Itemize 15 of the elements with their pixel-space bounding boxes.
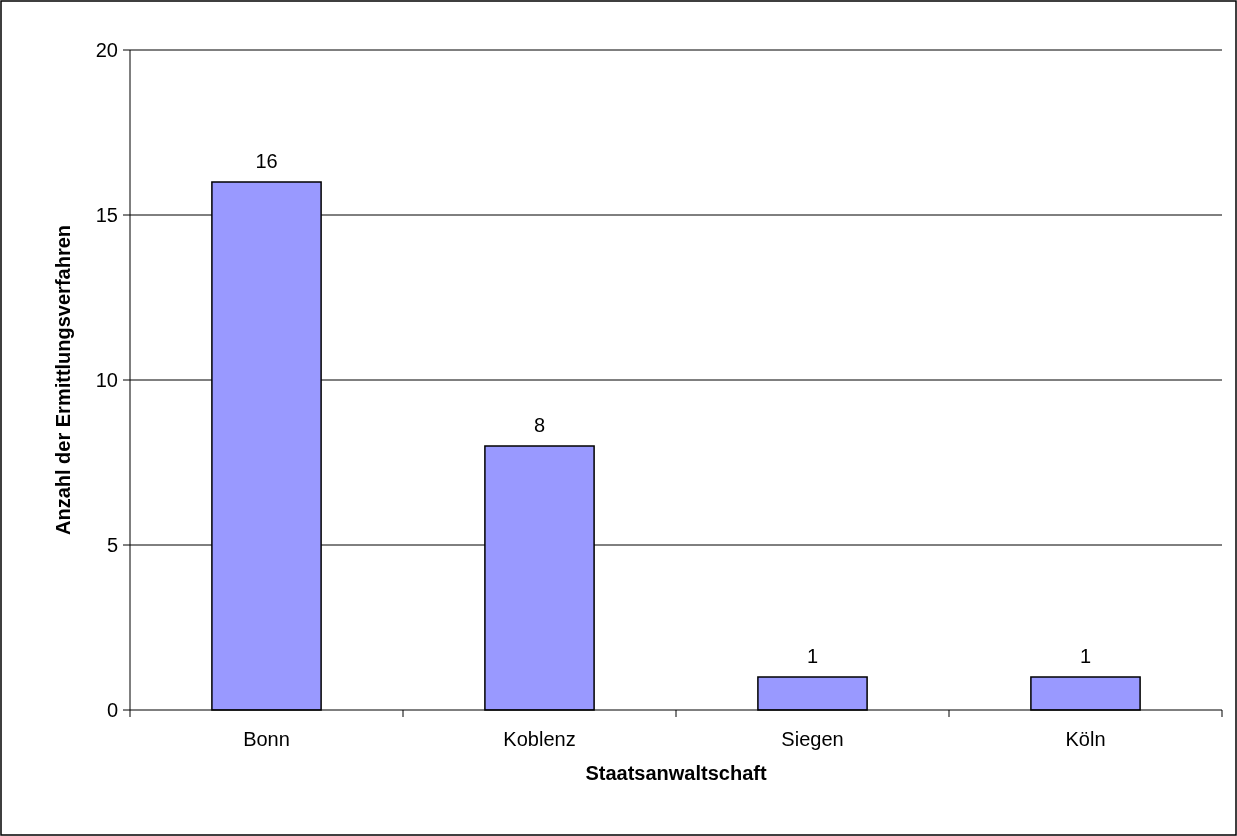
data-label: 1 (806, 645, 819, 667)
y-tick-label: 10 (95, 369, 118, 391)
y-tick-label: 0 (106, 699, 118, 721)
x-tick-label: Koblenz (503, 728, 576, 750)
x-axis-title: Staatsanwaltschaft (585, 762, 767, 784)
y-tick-label: 15 (95, 204, 118, 226)
x-tick-label: Bonn (243, 728, 290, 750)
data-label: 8 (533, 414, 546, 436)
x-tick-label: Siegen (781, 728, 844, 750)
y-axis-title: Anzahl der Ermittlungsverfahren (52, 224, 74, 536)
y-tick-label: 20 (95, 39, 118, 61)
y-tick-label: 5 (106, 534, 118, 556)
data-label: 16 (255, 150, 278, 172)
data-label: 1 (1079, 645, 1092, 667)
x-tick-label: Köln (1065, 728, 1106, 750)
